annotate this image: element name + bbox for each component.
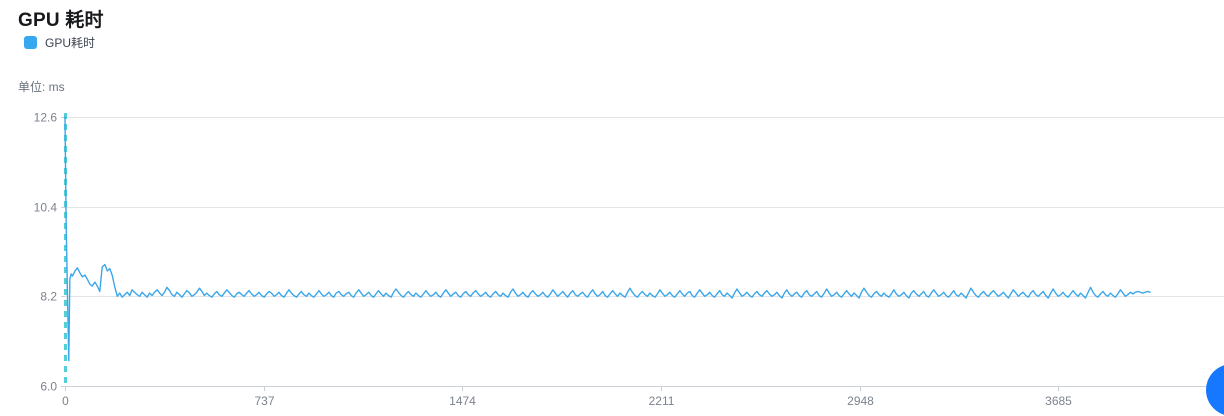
x-axis-ticks [65, 386, 1059, 391]
x-axis-tick-label: 737 [254, 394, 274, 408]
chart-gridlines [65, 117, 1224, 387]
x-axis-tick-label: 2211 [649, 394, 675, 408]
legend-color-swatch-icon [24, 35, 37, 49]
floating-action-button[interactable] [1206, 364, 1224, 416]
page-title: GPU 耗时 [18, 10, 104, 31]
chart-legend: GPU耗时 [24, 34, 95, 50]
series-line-gpu [64, 116, 1151, 362]
unit-label: 单位: ms [18, 80, 65, 94]
y-axis-tick-label: 12.6 [34, 111, 58, 125]
y-axis-tick-label: 6.0 [40, 380, 57, 394]
x-axis-tick-label: 1474 [449, 394, 476, 408]
x-axis-tick-label: 3685 [1045, 394, 1072, 408]
legend-item-label[interactable]: GPU耗时 [45, 35, 96, 50]
y-axis-tick-label: 10.4 [34, 201, 58, 215]
x-axis-tick-labels: 0 737 1474 2211 2948 3685 [62, 394, 1072, 408]
x-axis-tick-label: 2948 [847, 394, 874, 408]
x-axis-tick-label: 0 [62, 394, 69, 408]
y-axis-tick-label: 8.2 [40, 290, 57, 304]
y-axis-tick-labels: 6.0 8.2 10.4 12.6 [34, 111, 58, 394]
y-axis-ticks [61, 117, 65, 387]
